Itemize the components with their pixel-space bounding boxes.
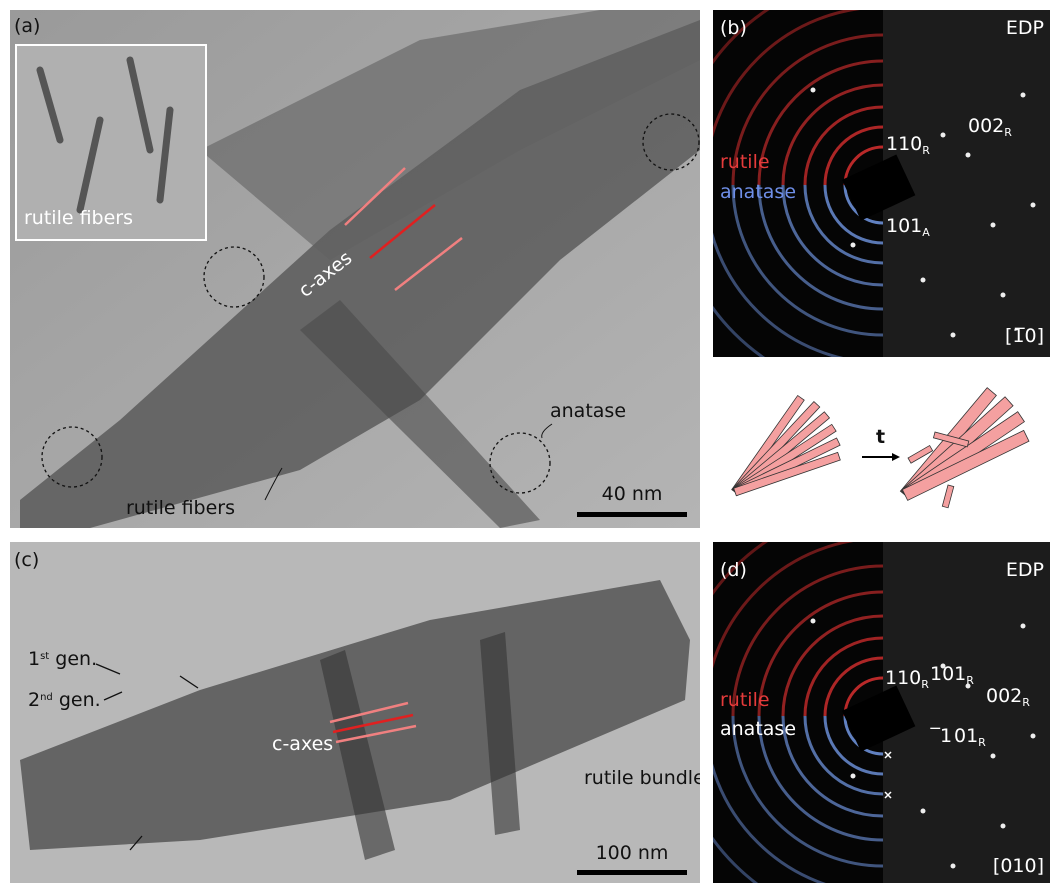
spot <box>1001 293 1006 298</box>
spot <box>851 243 856 248</box>
spot <box>921 809 926 814</box>
zone-axis: [1̅0] <box>1005 325 1044 347</box>
generation-label: 1st gen. <box>28 648 97 670</box>
spot <box>1021 93 1026 98</box>
spot <box>1031 203 1036 208</box>
zone-axis: [010] <box>993 855 1044 877</box>
scale-bar <box>577 512 687 517</box>
panel-label: (a) <box>14 15 40 37</box>
spot <box>811 619 816 624</box>
spot <box>951 864 956 869</box>
spot <box>1021 624 1026 629</box>
panel-c: (c) 1st gen. 2nd gen. c-axes rutile bund… <box>10 542 705 883</box>
mode-label: EDP <box>1006 17 1044 39</box>
legend-rutile: rutile <box>720 689 770 711</box>
scale-bar <box>577 870 687 875</box>
scale-label: 40 nm <box>602 483 663 505</box>
spot <box>966 153 971 158</box>
arrow-head <box>892 453 900 461</box>
spot <box>921 278 926 283</box>
spot <box>991 223 996 228</box>
spot <box>941 133 946 138</box>
axis-label: c-axes <box>272 733 333 755</box>
spot <box>1001 824 1006 829</box>
mode-label: EDP <box>1006 559 1044 581</box>
figure: (a) rutile fibers c-axes anatase rutile … <box>0 0 1053 883</box>
anatase-label: anatase <box>550 400 626 422</box>
spot <box>851 774 856 779</box>
legend-anatase: anatase <box>720 181 796 203</box>
panel-a: (a) rutile fibers c-axes anatase rutile … <box>10 10 700 528</box>
spot <box>951 333 956 338</box>
panel-label: (d) <box>720 559 747 581</box>
arrow-label: t <box>876 426 885 448</box>
legend-rutile: rutile <box>720 151 770 173</box>
panel-label: (b) <box>720 17 747 39</box>
generation-label: 2nd gen. <box>28 689 101 711</box>
spot <box>1031 734 1036 739</box>
fibers-label: rutile fibers <box>126 497 235 519</box>
spot <box>811 88 816 93</box>
scale-label: 100 nm <box>596 842 669 864</box>
bundle-label: rutile bundle <box>584 767 705 789</box>
spot <box>991 754 996 759</box>
legend-anatase: anatase <box>720 718 796 740</box>
inset-label: rutile fibers <box>24 207 133 229</box>
panel-label: (c) <box>14 549 39 571</box>
